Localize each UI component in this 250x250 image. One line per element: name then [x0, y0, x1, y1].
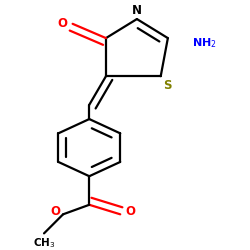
- Text: O: O: [125, 206, 135, 218]
- Text: N: N: [132, 4, 142, 17]
- Text: S: S: [163, 78, 172, 92]
- Text: O: O: [51, 206, 61, 218]
- Text: CH$_3$: CH$_3$: [33, 236, 55, 250]
- Text: O: O: [58, 17, 68, 30]
- Text: NH$_2$: NH$_2$: [192, 36, 216, 50]
